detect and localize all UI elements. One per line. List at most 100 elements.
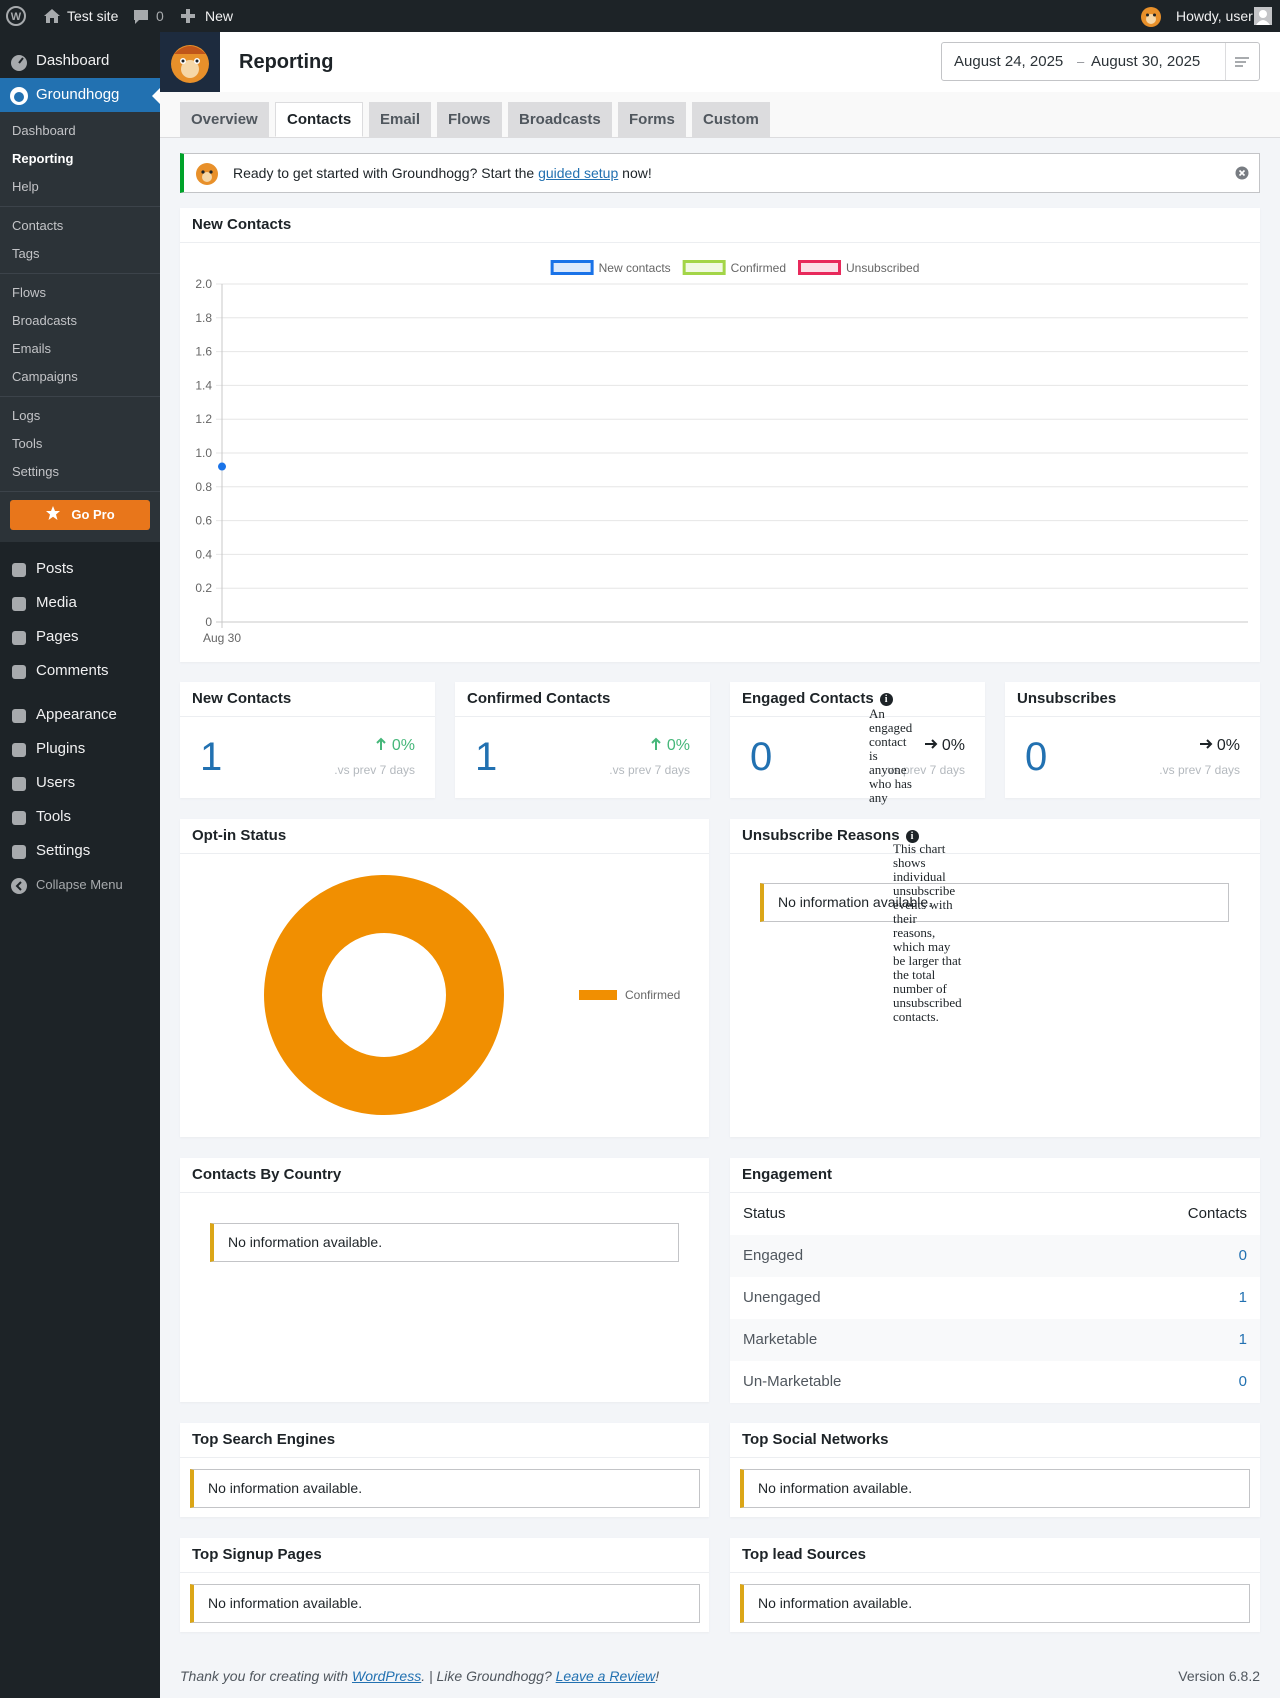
y-tick-label: 1.6	[195, 345, 212, 359]
submenu-item[interactable]: Campaigns	[12, 369, 78, 384]
stat-card: Engaged Contacts i An engaged contact is a…	[730, 682, 985, 805]
footer-after: !	[655, 1668, 660, 1684]
row-value[interactable]: 0	[1238, 1247, 1247, 1264]
review-link[interactable]: Leave a Review	[555, 1668, 656, 1684]
menu-item[interactable]: Appearance	[0, 698, 160, 732]
tab[interactable]: Flows	[437, 102, 502, 137]
panel-title-text: Engagement	[742, 1166, 833, 1183]
submenu-group: Logs Tools Settings	[0, 397, 160, 492]
stat-card: Unsubscribes 0 0% .vs prev 7 days	[1005, 682, 1260, 798]
submenu-item[interactable]: Logs	[12, 408, 41, 423]
row-value[interactable]: 0	[1238, 1373, 1247, 1390]
empty-notice: No information available.	[740, 1584, 1250, 1623]
panel-title-text: Contacts By Country	[192, 1166, 342, 1183]
date-separator: –	[1077, 54, 1085, 69]
panel-title: New Contacts	[180, 208, 1260, 243]
greeting[interactable]: Howdy, user	[1176, 8, 1253, 24]
tab[interactable]: Email	[369, 102, 432, 137]
submenu-item[interactable]: Help	[12, 179, 39, 194]
panel-title-text: Unsubscribes	[1017, 690, 1117, 707]
row-label: Un-Marketable	[743, 1373, 842, 1390]
notice: Ready to get started with Groundhogg? St…	[180, 153, 1260, 193]
menu-item[interactable]: Media	[0, 586, 160, 620]
new-contacts-panel: New Contacts 0 0.2 0.4 0.6 0.8 1.0 1.2 1.4 1.6 1.8…	[180, 208, 1260, 662]
dismiss-button[interactable]	[1235, 166, 1249, 180]
tab[interactable]: Custom	[692, 102, 770, 137]
menu-item[interactable]: Posts	[0, 552, 160, 586]
menu-icon	[12, 709, 26, 723]
line-chart: 0 0.2 0.4 0.6 0.8 1.0 1.2 1.4 1.6 1.8 2.0 Aug 30 New…	[195, 260, 1248, 645]
menu-label: Plugins	[36, 740, 86, 757]
guided-setup-link[interactable]: guided setup	[538, 165, 619, 181]
x-tick-label: Aug 30	[203, 631, 241, 645]
tab[interactable]: Broadcasts	[508, 102, 612, 137]
row-value[interactable]: 1	[1238, 1331, 1247, 1348]
menu-item[interactable]: Pages	[0, 620, 160, 654]
submenu-item[interactable]: Settings	[12, 464, 59, 479]
top-panel: Top Search Engines No information availab…	[180, 1423, 709, 1517]
menu-icon	[12, 777, 26, 791]
trend-arrow	[376, 737, 386, 750]
row-label: Marketable	[743, 1331, 818, 1348]
wp-logo[interactable]: W	[6, 6, 26, 26]
stat-comparison: .vs prev 7 days	[609, 763, 690, 777]
donut-slice	[264, 875, 504, 1115]
empty-notice: No information available.	[760, 883, 1229, 922]
menu-icon	[12, 597, 26, 611]
menu-item[interactable]: Plugins	[0, 732, 160, 766]
menu-label: Users	[36, 774, 76, 791]
stat-change: 0%	[374, 737, 415, 755]
info-icon[interactable]: i	[905, 830, 919, 843]
comment-icon	[134, 10, 148, 24]
notice-logo	[196, 163, 218, 185]
menu-item[interactable]: Settings	[0, 834, 160, 868]
row-value[interactable]: 1	[1238, 1289, 1247, 1306]
submenu-item[interactable]: Tags	[12, 246, 40, 261]
collapse-menu[interactable]: Collapse Menu	[0, 868, 160, 902]
icon-shape	[12, 631, 26, 645]
comment-count[interactable]: 0	[156, 8, 164, 24]
icon-shape	[12, 811, 26, 825]
tab[interactable]: Forms	[618, 102, 686, 137]
submenu-item[interactable]: Reporting	[12, 151, 74, 166]
filter-icon[interactable]	[1233, 55, 1251, 69]
y-tick-label: 1.8	[195, 311, 212, 325]
panel-title-text: Confirmed Contacts	[467, 690, 611, 707]
site-name[interactable]: Test site	[67, 8, 119, 24]
y-tick-label: 1.2	[195, 412, 212, 426]
submenu-item[interactable]: Broadcasts	[12, 313, 78, 328]
info-icon[interactable]: i	[879, 693, 893, 706]
submenu-item[interactable]: Contacts	[12, 218, 64, 233]
column-header: Contacts	[1187, 1205, 1247, 1222]
wordpress-link[interactable]: WordPress	[351, 1668, 422, 1684]
go-pro-button[interactable]: Go Pro	[10, 500, 150, 530]
panel-title: Contacts By Country	[180, 1158, 709, 1193]
stat-change-text: 0%	[1216, 737, 1240, 754]
icon-shape	[14, 92, 24, 102]
submenu-item[interactable]: Tools	[12, 436, 43, 451]
stat-card: New Contacts 1 0% .vs prev 7 days	[180, 682, 435, 798]
menu-item[interactable]: Users	[0, 766, 160, 800]
panel-title: Unsubscribe Reasons i	[730, 819, 1260, 854]
menu-item[interactable]: Tools	[0, 800, 160, 834]
trend-arrow	[651, 737, 661, 750]
submenu-group: Contacts Tags	[0, 207, 160, 274]
notice-text: Ready to get started with Groundhogg? St…	[233, 154, 652, 192]
menu-item[interactable]: Dashboard	[0, 44, 160, 78]
page-header: Reporting August 24, 2025 – August 30, 2…	[160, 32, 1280, 92]
tab[interactable]: Contacts	[275, 102, 364, 137]
opt-in-panel: Opt-in Status Confirmed	[180, 819, 709, 1137]
submenu-item[interactable]: Emails	[12, 341, 52, 356]
donut-chart: Confirmed	[264, 875, 680, 1115]
date-range[interactable]: August 24, 2025 – August 30, 2025	[941, 42, 1260, 81]
stat-change: 0%	[649, 737, 690, 755]
menu-item[interactable]: Comments	[0, 654, 160, 688]
tab[interactable]: Overview	[180, 102, 269, 137]
submenu-item[interactable]: Flows	[12, 285, 46, 300]
stat-value: 1	[475, 735, 498, 779]
new-link[interactable]: New	[205, 8, 234, 24]
submenu-item[interactable]: Dashboard	[12, 123, 76, 138]
icon-shape	[12, 709, 26, 723]
menu-item[interactable]: Groundhogg	[0, 78, 160, 112]
panel-title: Unsubscribes	[1005, 682, 1260, 717]
